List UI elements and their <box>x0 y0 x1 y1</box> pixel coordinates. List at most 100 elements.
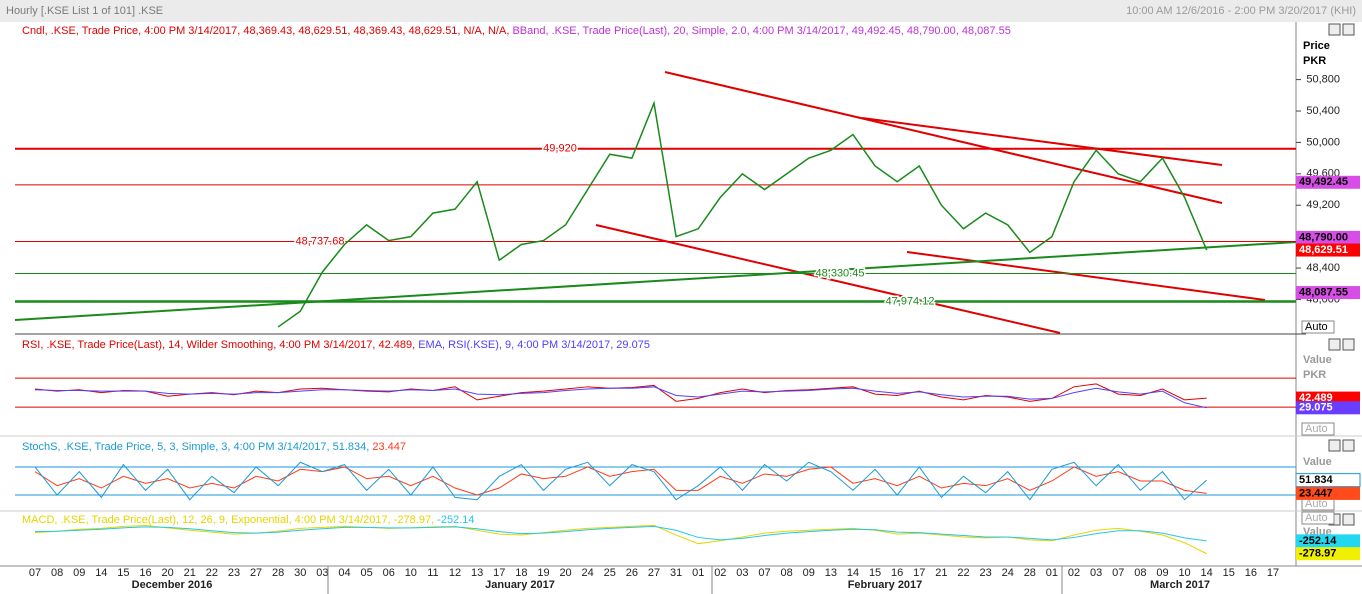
x-tick-label: 08 <box>1134 567 1146 579</box>
x-tick-label: 07 <box>758 567 770 579</box>
axis-title: PKR <box>1303 55 1326 67</box>
y-tick-label: 48,400 <box>1306 262 1340 274</box>
x-tick-label: 01 <box>1046 567 1058 579</box>
x-tick-label: 07 <box>1112 567 1124 579</box>
x-tick-label: 21 <box>184 567 196 579</box>
value-badge-label: 42.489 <box>1299 392 1333 404</box>
x-tick-label: 17 <box>493 567 505 579</box>
x-tick-label: 27 <box>648 567 660 579</box>
x-tick-label: 26 <box>626 567 638 579</box>
close-button[interactable] <box>1342 23 1355 36</box>
x-tick-label: 14 <box>847 567 859 579</box>
window-title: Hourly [.KSE List 1 of 101] .KSE <box>6 5 163 17</box>
x-tick-label: 30 <box>294 567 306 579</box>
d-line <box>34 466 1207 496</box>
time-range: 10:00 AM 12/6/2016 - 2:00 PM 3/20/2017 (… <box>1126 5 1356 17</box>
close-button[interactable] <box>1342 513 1355 526</box>
x-tick-label: 19 <box>537 567 549 579</box>
x-tick-label: 14 <box>1201 567 1213 579</box>
x-tick-label: 16 <box>139 567 151 579</box>
x-tick-label: 21 <box>935 567 947 579</box>
x-tick-label: 09 <box>73 567 85 579</box>
close-button[interactable] <box>1342 338 1355 351</box>
minimize-button[interactable] <box>1328 23 1341 36</box>
minimize-button[interactable] <box>1328 338 1341 351</box>
x-tick-label: 15 <box>117 567 129 579</box>
x-tick-label: 17 <box>913 567 925 579</box>
x-tick-label: 12 <box>449 567 461 579</box>
legend-part: Cndl, .KSE, Trade Price, 4:00 PM 3/14/20… <box>22 25 512 37</box>
x-tick-label: 13 <box>825 567 837 579</box>
value-badge-label: 48,087.55 <box>1299 286 1348 298</box>
level-label: 48,737.68 <box>296 235 345 247</box>
close-button[interactable] <box>1342 439 1355 452</box>
x-tick-label: 25 <box>604 567 616 579</box>
x-tick-label: 03 <box>1090 567 1102 579</box>
auto-button[interactable]: Auto <box>1305 423 1328 435</box>
x-tick-label: 16 <box>891 567 903 579</box>
title-bar <box>0 0 1362 22</box>
auto-box <box>1301 511 1335 525</box>
level-label: 48,330.45 <box>816 267 865 279</box>
level-label: 49,920 <box>543 143 577 155</box>
x-tick-label: 09 <box>803 567 815 579</box>
x-tick-label: 31 <box>670 567 682 579</box>
x-tick-label: 10 <box>1178 567 1190 579</box>
axis-title: PKR <box>1303 369 1326 381</box>
value-badge-label: 29.075 <box>1299 402 1333 414</box>
legend-part: 23.447 <box>372 441 406 453</box>
value-badge <box>1296 175 1360 189</box>
x-tick-label: 20 <box>162 567 174 579</box>
value-badge <box>1296 230 1360 244</box>
x-tick-label: 24 <box>582 567 594 579</box>
auto-button[interactable]: Auto <box>1305 512 1328 524</box>
y-tick-label: 50,800 <box>1306 74 1340 86</box>
level-label: 47,974.12 <box>886 295 935 307</box>
legend-part: StochS, .KSE, Trade Price, 5, 3, Simple,… <box>22 441 372 453</box>
legend-part: MACD, .KSE, Trade Price(Last), 12, 26, 9… <box>22 514 437 526</box>
signal-line <box>34 525 1207 542</box>
legend-part: RSI, .KSE, Trade Price(Last), 14, Wilder… <box>22 339 418 351</box>
x-tick-label: 28 <box>272 567 284 579</box>
x-tick-label: 10 <box>405 567 417 579</box>
legend-part: -252.14 <box>437 514 474 526</box>
x-tick-label: 20 <box>559 567 571 579</box>
k-line <box>34 461 1208 501</box>
minimize-button[interactable] <box>1328 439 1341 452</box>
x-tick-label: 09 <box>1156 567 1168 579</box>
value-badge-label: -252.14 <box>1299 535 1337 547</box>
x-tick-label: 18 <box>515 567 527 579</box>
x-tick-label: 01 <box>692 567 704 579</box>
auto-button[interactable]: Auto <box>1305 498 1328 510</box>
value-badge-label: 49,492.45 <box>1299 176 1348 188</box>
x-tick-label: 04 <box>338 567 350 579</box>
month-label: December 2016 <box>132 579 213 591</box>
x-tick-label: 22 <box>206 567 218 579</box>
x-tick-label: 27 <box>250 567 262 579</box>
x-tick-label: 08 <box>781 567 793 579</box>
x-tick-label: 24 <box>1002 567 1014 579</box>
month-label: February 2017 <box>848 579 923 591</box>
x-tick-label: 02 <box>714 567 726 579</box>
x-tick-label: 14 <box>95 567 107 579</box>
auto-box <box>1301 320 1335 334</box>
x-tick-label: 08 <box>51 567 63 579</box>
value-badge <box>1296 401 1360 415</box>
closes-line <box>277 100 1208 328</box>
x-tick-label: 17 <box>1267 567 1279 579</box>
x-tick-label: 16 <box>1245 567 1257 579</box>
macd-line <box>34 524 1207 555</box>
legend: MACD, .KSE, Trade Price(Last), 12, 26, 9… <box>22 514 474 526</box>
x-tick-label: 23 <box>228 567 240 579</box>
x-tick-label: 02 <box>1068 567 1080 579</box>
x-tick-label: 22 <box>957 567 969 579</box>
legend: RSI, .KSE, Trade Price(Last), 14, Wilder… <box>22 339 650 351</box>
x-tick-label: 13 <box>471 567 483 579</box>
x-tick-label: 03 <box>316 567 328 579</box>
auto-button[interactable]: Auto <box>1305 321 1328 333</box>
trend-lines <box>14 71 1297 334</box>
axis-title: Value <box>1303 354 1332 366</box>
value-badge <box>1296 486 1360 500</box>
y-tick-label: 49,200 <box>1306 199 1340 211</box>
